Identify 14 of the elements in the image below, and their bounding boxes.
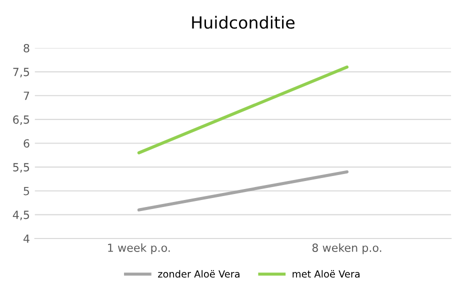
y-tick-label: 4,5 — [12, 210, 30, 220]
y-tick-label: 7,5 — [13, 68, 30, 78]
y-tick-label: 7 — [24, 92, 30, 100]
y-tick-label: 5 — [24, 186, 30, 196]
y-tick-label: 6 — [24, 139, 30, 148]
chart-title: Huidconditie — [192, 16, 295, 29]
legend-label: met Aloë Vera — [292, 270, 360, 278]
y-tick-label: 6,5 — [13, 115, 30, 125]
x-tick-label: 8 weken p.o. — [312, 243, 382, 254]
y-tick-label: 8 — [24, 44, 30, 52]
y-tick-label: 4 — [23, 234, 30, 243]
y-tick-label: 5,5 — [13, 163, 30, 173]
legend-label: zonder Aloë Vera — [158, 270, 240, 278]
x-tick-label: 1 week p.o. — [108, 243, 170, 254]
